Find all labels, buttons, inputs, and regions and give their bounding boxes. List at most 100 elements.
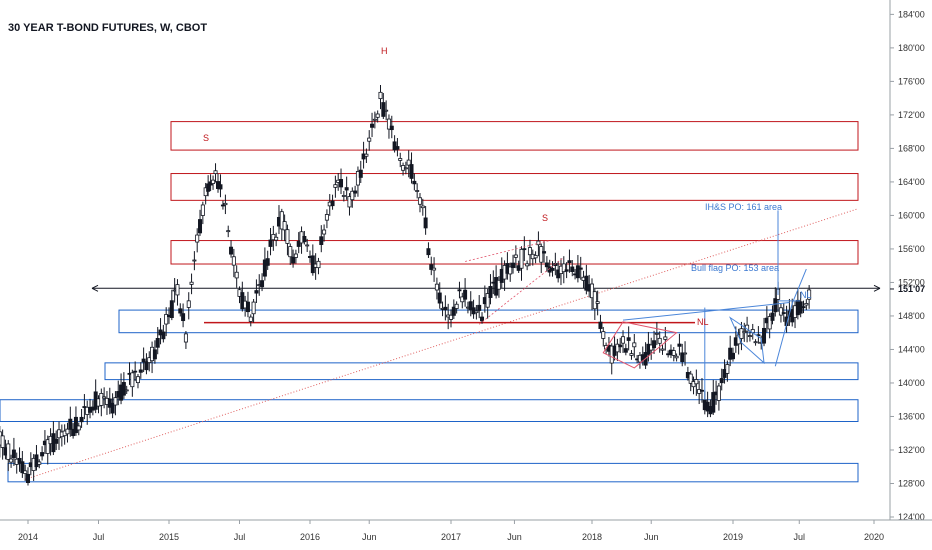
candle-body xyxy=(632,342,637,348)
candle-body xyxy=(561,263,566,273)
candle-body xyxy=(155,338,160,348)
candle-body xyxy=(79,416,84,423)
rs-guide-1 xyxy=(465,240,550,262)
candle-body xyxy=(353,190,358,194)
annotations: H S S NL NL IH&S PO: 161 area Bull flag PO: 15… xyxy=(203,46,812,327)
candle-body xyxy=(660,348,665,351)
candle-body xyxy=(623,348,628,353)
candle-body xyxy=(477,304,482,311)
candle-body xyxy=(550,267,555,271)
zones xyxy=(0,121,859,483)
y-tick-label: 176'00 xyxy=(898,76,925,86)
candle-body xyxy=(719,378,724,384)
neckline-blue-label: NL xyxy=(800,290,812,300)
candle-body xyxy=(189,281,194,285)
candle-body xyxy=(316,260,321,269)
candle-body xyxy=(121,382,126,396)
candle-body xyxy=(76,425,81,431)
candle-body xyxy=(590,283,595,299)
candle-body xyxy=(231,256,236,266)
y-tick-label: 148'00 xyxy=(898,311,925,321)
x-tick-label: Jul xyxy=(794,532,806,542)
left-shoulder-label: S xyxy=(203,133,209,143)
candle-body xyxy=(234,271,239,279)
x-tick-label: 2019 xyxy=(723,532,743,542)
candle-body xyxy=(417,197,422,205)
candle-body xyxy=(694,379,699,385)
candle-body xyxy=(6,443,11,460)
candle-body xyxy=(415,190,420,192)
candle-body xyxy=(54,438,59,444)
candle-body xyxy=(762,327,767,344)
bull-flag-po-label: Bull flag PO: 153 area xyxy=(691,263,779,273)
candle-body xyxy=(629,353,634,356)
candle-body xyxy=(513,254,518,258)
candle-body xyxy=(268,239,273,247)
candle-body xyxy=(731,352,736,360)
candle-body xyxy=(434,283,439,291)
x-tick-label: Jul xyxy=(234,532,246,542)
candle-body xyxy=(23,470,28,474)
candle-body xyxy=(525,263,530,267)
support-zone xyxy=(7,462,859,483)
candle-body xyxy=(218,184,223,190)
candle-body xyxy=(527,247,532,256)
candle-body xyxy=(480,316,485,322)
candle-body xyxy=(457,289,462,292)
candle-body xyxy=(420,205,425,209)
candle-body xyxy=(429,264,434,270)
candle-body xyxy=(291,256,296,264)
candle-body xyxy=(711,392,716,413)
support-zone xyxy=(118,309,859,334)
candle-body xyxy=(386,118,391,130)
candle-body xyxy=(804,303,809,306)
candle-body xyxy=(654,332,659,335)
candle-body xyxy=(412,180,417,185)
candle-body xyxy=(773,298,778,313)
candle-body xyxy=(254,290,259,294)
candle-body xyxy=(739,328,744,339)
bull-flag xyxy=(729,316,765,365)
candle-body xyxy=(437,292,442,304)
y-tick-label: 140'00 xyxy=(898,378,925,388)
candle-body xyxy=(570,266,575,273)
candle-body xyxy=(358,169,363,178)
candle-body xyxy=(375,113,380,118)
candle-body xyxy=(663,336,668,340)
candle-body xyxy=(339,179,344,188)
candle-body xyxy=(282,221,287,231)
chart-title: 30 YEAR T-BOND FUTURES, W, CBOT xyxy=(8,22,208,34)
candle-body xyxy=(206,183,211,192)
candle-body xyxy=(9,458,14,463)
candle-body xyxy=(767,316,772,330)
candle-body xyxy=(302,235,307,243)
candle-body xyxy=(223,202,228,206)
candle-body xyxy=(240,292,245,310)
candle-body xyxy=(251,301,256,315)
bull-flag-target xyxy=(791,268,807,304)
y-tick-label: 180'00 xyxy=(898,43,925,53)
candle-body xyxy=(801,306,806,309)
candle-body xyxy=(601,331,606,339)
x-tick-label: 2017 xyxy=(441,532,461,542)
candle-body xyxy=(621,336,626,344)
candle-body xyxy=(699,389,704,392)
candle-body xyxy=(778,307,783,316)
candle-body xyxy=(367,137,372,142)
candle-body xyxy=(426,248,431,256)
candle-body xyxy=(181,313,186,322)
candle-body xyxy=(245,301,250,313)
candle-body xyxy=(485,293,490,308)
candle-body xyxy=(378,91,383,100)
candle-body xyxy=(539,246,544,263)
y-tick-label: 160'00 xyxy=(898,210,925,220)
y-tick-label: 164'00 xyxy=(898,177,925,187)
neckline-red-label: NL xyxy=(697,317,709,327)
candle-body xyxy=(192,259,197,262)
y-tick-label: 144'00 xyxy=(898,344,925,354)
y-tick-label: 156'00 xyxy=(898,244,925,254)
candle-body xyxy=(488,286,493,298)
y-tick-label: 168'00 xyxy=(898,143,925,153)
candle-body xyxy=(178,308,183,314)
